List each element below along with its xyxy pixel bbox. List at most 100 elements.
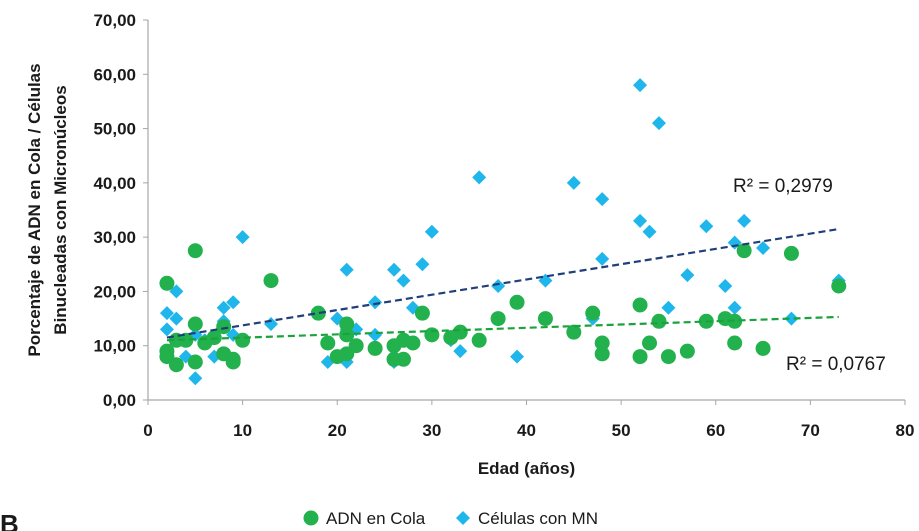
data-point-adn-cola bbox=[225, 354, 241, 370]
trendline bbox=[166, 315, 839, 342]
data-point-adn-cola bbox=[755, 340, 771, 356]
data-point-celulas-mn bbox=[651, 116, 666, 131]
data-point-adn-cola bbox=[187, 316, 203, 332]
data-point-adn-cola bbox=[727, 335, 743, 351]
data-point-adn-cola bbox=[235, 332, 251, 348]
data-point-celulas-mn bbox=[159, 306, 174, 321]
y-tick-label: 50,00 bbox=[93, 120, 136, 139]
data-point-celulas-mn bbox=[368, 295, 383, 310]
x-axis-title: Edad (años) bbox=[478, 459, 575, 478]
data-point-adn-cola bbox=[367, 340, 383, 356]
data-point-celulas-mn bbox=[737, 213, 752, 228]
data-point-adn-cola bbox=[585, 305, 601, 321]
data-point-celulas-mn bbox=[368, 327, 383, 342]
data-point-celulas-mn bbox=[680, 268, 695, 283]
data-point-celulas-mn bbox=[188, 371, 203, 386]
y-tick-label: 60,00 bbox=[93, 65, 136, 84]
data-point-adn-cola bbox=[651, 313, 667, 329]
x-tick-label: 0 bbox=[143, 421, 152, 440]
data-point-celulas-mn bbox=[415, 257, 430, 272]
data-point-adn-cola bbox=[339, 316, 355, 332]
data-point-celulas-mn bbox=[718, 279, 733, 293]
x-tick-label: 10 bbox=[233, 421, 252, 440]
y-axis-title-line: Porcentaje de ADN en Cola / Células bbox=[25, 63, 44, 356]
data-point-adn-cola bbox=[263, 273, 279, 289]
data-point-celulas-mn bbox=[169, 284, 184, 299]
data-point-adn-cola bbox=[168, 357, 184, 373]
x-tick-label: 70 bbox=[801, 421, 820, 440]
legend-marker-celulas-mn bbox=[456, 511, 470, 525]
legend-label-celulas-mn: Células con MN bbox=[478, 509, 598, 528]
data-point-adn-cola bbox=[566, 324, 582, 340]
x-tick-label: 60 bbox=[706, 421, 725, 440]
data-point-celulas-mn bbox=[339, 262, 354, 277]
x-tick-label: 20 bbox=[328, 421, 347, 440]
data-point-celulas-mn bbox=[216, 300, 231, 315]
y-tick-label: 20,00 bbox=[93, 282, 136, 301]
legend-label-adn-cola: ADN en Cola bbox=[326, 509, 426, 528]
data-point-adn-cola bbox=[509, 294, 525, 310]
data-point-celulas-mn bbox=[595, 251, 610, 266]
r2-label-celulas-mn: R² = 0,2979 bbox=[733, 176, 833, 197]
data-point-adn-cola bbox=[471, 332, 487, 348]
data-point-celulas-mn bbox=[387, 262, 402, 277]
data-point-adn-cola bbox=[405, 335, 421, 351]
data-point-celulas-mn bbox=[756, 241, 771, 255]
data-point-adn-cola bbox=[187, 243, 203, 259]
data-point-adn-cola bbox=[594, 335, 610, 351]
trendline bbox=[166, 227, 839, 339]
data-point-adn-cola bbox=[490, 311, 506, 327]
trendlines bbox=[166, 227, 839, 342]
data-point-adn-cola bbox=[736, 243, 752, 259]
data-point-adn-cola bbox=[216, 319, 232, 335]
data-point-celulas-mn bbox=[226, 295, 241, 310]
plot-points bbox=[159, 78, 847, 386]
data-point-adn-cola bbox=[594, 346, 610, 362]
x-tick-label: 40 bbox=[517, 421, 536, 440]
data-point-adn-cola bbox=[642, 335, 658, 351]
y-tick-label: 30,00 bbox=[93, 228, 136, 247]
y-tick-label: 10,00 bbox=[93, 337, 136, 356]
y-tick-label: 70,00 bbox=[93, 11, 136, 30]
data-point-adn-cola bbox=[159, 275, 175, 291]
data-point-celulas-mn bbox=[633, 78, 648, 93]
x-tick-label: 50 bbox=[612, 421, 631, 440]
legend-marker-adn-cola bbox=[303, 510, 319, 526]
data-point-adn-cola bbox=[424, 327, 440, 343]
tick-labels: 0,00 10,00 20,00 30,00 40,00 50,00 60,00 70,00 0… bbox=[93, 11, 914, 440]
data-point-adn-cola bbox=[310, 305, 326, 321]
data-point-adn-cola bbox=[537, 311, 553, 327]
data-point-adn-cola bbox=[178, 332, 194, 348]
data-point-celulas-mn bbox=[727, 300, 742, 315]
data-point-celulas-mn bbox=[453, 344, 468, 359]
data-point-adn-cola bbox=[783, 245, 799, 261]
y-axis-title-line: Binucleadas con Micronúcleos bbox=[51, 85, 70, 334]
data-point-celulas-mn bbox=[491, 279, 506, 293]
data-point-celulas-mn bbox=[510, 349, 525, 364]
data-point-adn-cola bbox=[414, 305, 430, 321]
axes bbox=[147, 20, 905, 401]
data-point-celulas-mn bbox=[566, 175, 581, 190]
data-point-celulas-mn bbox=[169, 311, 184, 326]
x-tick-label: 80 bbox=[896, 421, 915, 440]
x-tick-label: 30 bbox=[422, 421, 441, 440]
data-point-celulas-mn bbox=[699, 219, 714, 234]
data-point-celulas-mn bbox=[396, 273, 411, 288]
y-axis-title: Porcentaje de ADN en Cola / Células Binuc… bbox=[25, 63, 70, 356]
data-point-celulas-mn bbox=[424, 224, 439, 239]
data-point-celulas-mn bbox=[595, 192, 610, 207]
data-point-adn-cola bbox=[348, 338, 364, 354]
data-point-adn-cola bbox=[727, 313, 743, 329]
panel-letter-label: B bbox=[0, 509, 19, 531]
data-point-adn-cola bbox=[187, 354, 203, 370]
data-point-celulas-mn bbox=[472, 170, 487, 185]
data-point-celulas-mn bbox=[235, 230, 250, 245]
data-point-celulas-mn bbox=[642, 224, 657, 239]
y-tick-label: 40,00 bbox=[93, 174, 136, 193]
r2-label-adn-cola: R² = 0,0767 bbox=[786, 354, 886, 375]
data-point-adn-cola bbox=[831, 278, 847, 294]
data-point-adn-cola bbox=[660, 349, 676, 365]
data-point-adn-cola bbox=[632, 349, 648, 365]
data-point-adn-cola bbox=[320, 335, 336, 351]
